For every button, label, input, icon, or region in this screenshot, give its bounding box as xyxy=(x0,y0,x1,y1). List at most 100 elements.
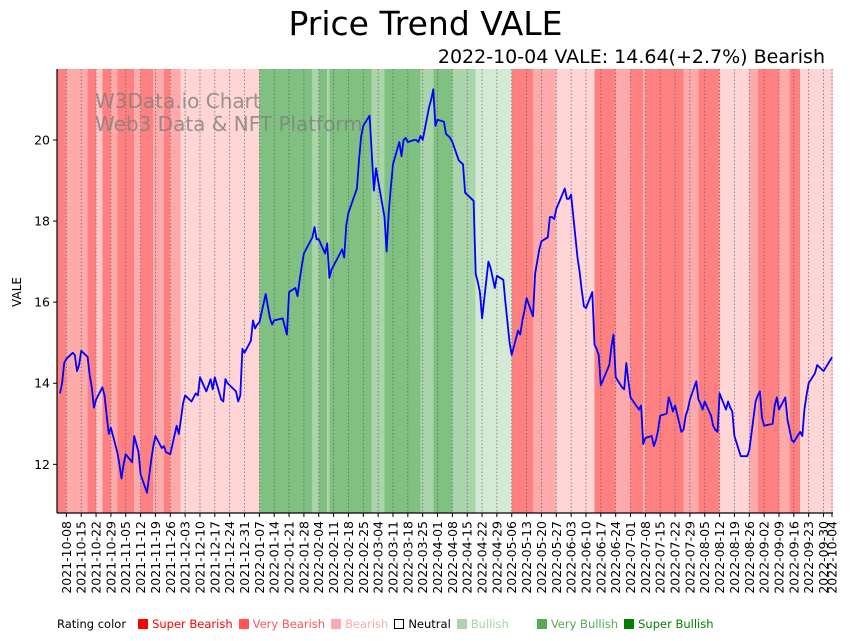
y-tick-label: 16 xyxy=(34,295,50,310)
legend-item-label: Super Bullish xyxy=(638,617,714,631)
x-tick-label: 2022-03-25 xyxy=(415,521,430,594)
rating-band xyxy=(134,69,141,513)
legend-item-super-bullish: Super Bullish xyxy=(624,617,714,631)
x-tick-label: 2022-09-09 xyxy=(771,521,786,594)
y-axis-label: VALE xyxy=(10,277,24,307)
x-tick-label: 2021-12-31 xyxy=(237,521,252,594)
x-tick-label: 2022-07-08 xyxy=(638,521,653,594)
x-tick-label: 2022-05-06 xyxy=(504,521,519,594)
rating-band xyxy=(511,69,533,513)
rating-band xyxy=(630,69,644,513)
legend-item-super-bearish: Super Bearish xyxy=(138,617,233,631)
x-tick-label: 2021-12-10 xyxy=(192,521,207,594)
legend-item-label: Bearish xyxy=(345,617,389,631)
rating-band xyxy=(643,69,646,513)
x-tick-label: 2022-09-16 xyxy=(786,521,801,594)
rating-band xyxy=(475,69,512,513)
rating-band xyxy=(96,69,103,513)
legend-item-label: Super Bearish xyxy=(152,617,233,631)
rating-band xyxy=(318,69,328,513)
x-tick-label: 2022-03-04 xyxy=(371,521,386,594)
legend-item-very-bearish: Very Bearish xyxy=(238,617,326,631)
x-tick-label: 2022-08-05 xyxy=(697,521,712,594)
legend-item-label: Very Bearish xyxy=(252,617,326,631)
x-tick-label: 2022-06-17 xyxy=(593,521,608,594)
rating-band xyxy=(384,69,421,513)
x-tick-label: 2022-06-03 xyxy=(564,521,579,594)
rating-band xyxy=(163,69,171,513)
y-axis-ticks: 12 14 16 18 20 xyxy=(34,132,57,472)
legend-swatch xyxy=(238,619,249,629)
chart-title: Price Trend VALE xyxy=(288,4,563,43)
rating-band xyxy=(170,69,181,513)
x-tick-label: 2022-03-11 xyxy=(385,521,400,594)
x-tick-label: 2022-01-14 xyxy=(267,521,282,594)
x-tick-label: 2022-03-18 xyxy=(400,521,415,594)
x-tick-label: 2021-11-26 xyxy=(163,521,178,594)
x-tick-label: 2021-10-22 xyxy=(89,521,104,594)
rating-band xyxy=(180,69,260,513)
rating-band xyxy=(87,69,97,513)
price-line xyxy=(59,88,833,494)
x-tick-label: 2022-10-04 xyxy=(825,521,840,594)
rating-band xyxy=(452,69,476,513)
x-tick-label: 2021-12-24 xyxy=(222,521,237,594)
x-tick-label: 2022-05-27 xyxy=(549,521,564,594)
x-tick-label: 2021-11-19 xyxy=(148,521,163,594)
legend-item-label: Bullish xyxy=(470,617,509,631)
x-tick-label: 2022-04-08 xyxy=(445,521,460,594)
rating-band xyxy=(800,69,833,513)
x-tick-label: 2022-05-20 xyxy=(534,521,549,594)
rating-band xyxy=(698,69,720,513)
watermark: W3Data.io Chart Web3 Data & NFT Platform xyxy=(95,89,363,136)
x-tick-label: 2022-07-29 xyxy=(682,521,697,594)
legend-swatch xyxy=(624,619,635,629)
x-tick-label: 2022-04-22 xyxy=(475,521,490,594)
legend-item-bullish: Bullish xyxy=(456,617,509,631)
legend-item-label: Very Bullish xyxy=(550,617,619,631)
watermark-line-2: Web3 Data & NFT Platform xyxy=(95,112,363,136)
x-tick-label: 2022-02-18 xyxy=(341,521,356,594)
rating-band xyxy=(749,69,758,513)
x-tick-label: 2022-04-01 xyxy=(430,521,445,594)
legend-swatch xyxy=(138,619,149,629)
x-tick-label: 2022-02-25 xyxy=(356,521,371,594)
x-tick-label: 2022-09-02 xyxy=(757,521,772,594)
y-tick-label: 12 xyxy=(34,457,50,472)
x-axis-ticks: 2021-10-08 2021-10-15 2021-10-22 2021-10-29… xyxy=(59,513,840,594)
rating-band xyxy=(327,69,330,513)
x-tick-label: 2021-12-17 xyxy=(207,521,222,594)
x-tick-label: 2022-01-07 xyxy=(252,521,267,594)
rating-band xyxy=(329,69,372,513)
rating-band xyxy=(789,69,801,513)
axes xyxy=(56,69,833,514)
rating-band xyxy=(110,69,118,513)
x-tick-label: 2021-12-03 xyxy=(178,521,193,594)
x-tick-label: 2022-06-10 xyxy=(578,521,593,594)
x-tick-label: 2022-04-29 xyxy=(489,521,504,594)
x-tick-label: 2022-01-28 xyxy=(296,521,311,594)
legend-item-bearish: Bearish xyxy=(331,617,388,631)
rating-band xyxy=(683,69,699,513)
x-tick-label: 2021-10-29 xyxy=(103,521,118,594)
rating-band xyxy=(594,69,616,513)
legend-swatch xyxy=(456,619,467,629)
y-tick-label: 14 xyxy=(34,376,50,391)
rating-legend: Rating color Super Bearish Very Bearish Be… xyxy=(57,617,720,631)
rating-band xyxy=(420,69,434,513)
legend-item-very-bullish: Very Bullish xyxy=(536,617,619,631)
rating-band xyxy=(532,69,557,513)
rating-band xyxy=(57,69,67,513)
rating-band xyxy=(140,69,154,513)
legend-label: Rating color xyxy=(57,617,127,631)
watermark-line-1: W3Data.io Chart xyxy=(95,89,261,113)
x-tick-label: 2021-11-05 xyxy=(118,521,133,594)
x-tick-label: 2022-02-11 xyxy=(326,521,341,594)
rating-band xyxy=(757,69,779,513)
rating-band xyxy=(102,69,111,513)
rating-band xyxy=(778,69,790,513)
price-series xyxy=(59,88,833,494)
rating-band xyxy=(615,69,631,513)
x-tick-label: 2022-01-21 xyxy=(282,521,297,594)
